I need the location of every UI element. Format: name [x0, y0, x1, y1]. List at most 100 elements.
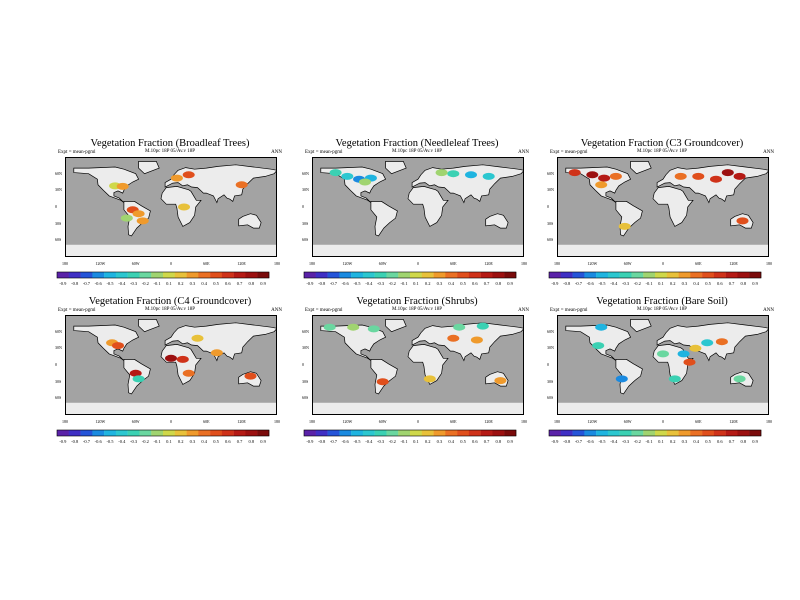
lat-tick-label: 60N	[547, 328, 554, 334]
colorbar-tick-label: -0.8	[318, 439, 326, 444]
data-patch-5	[701, 339, 714, 347]
land-1	[615, 359, 643, 395]
land-3	[164, 322, 277, 362]
data-patch-0	[592, 342, 605, 350]
data-patch-9	[170, 174, 183, 182]
panel-5: Vegetation Fraction (Shrubs) Expt = mean-…	[302, 296, 532, 466]
colorbar-tick-label: 0.7	[483, 439, 490, 444]
colorbar-box	[315, 430, 328, 436]
colorbar-tick-label: -0.2	[141, 439, 149, 444]
lon-tick-label: 180	[554, 419, 560, 424]
colorbar-box	[374, 272, 387, 278]
land-4	[407, 186, 449, 227]
colorbar-tick-label: 0.1	[413, 439, 419, 444]
land-4	[407, 344, 449, 385]
colorbar-box	[304, 272, 316, 278]
colorbar-tick-label: 0.1	[166, 281, 172, 286]
colorbar-box	[631, 430, 644, 436]
lat-tick-label: 60S	[55, 395, 62, 401]
colorbar-box	[492, 430, 505, 436]
lat-tick-label: 60S	[55, 237, 62, 243]
colorbar-box	[504, 430, 517, 436]
colorbar-tick-label: -0.8	[563, 439, 571, 444]
colorbar-box	[445, 430, 458, 436]
experiment-label: Expt = mean-pgml	[58, 308, 96, 313]
data-patch-7	[482, 172, 495, 180]
colorbar-box	[57, 430, 69, 436]
colorbar-tick-label: -0.7	[329, 281, 337, 286]
data-patch-9	[674, 172, 687, 180]
land-0	[73, 166, 140, 203]
data-patch-5	[447, 170, 460, 178]
colorbar-tick-label: -0.6	[341, 439, 349, 444]
colorbar-tick-label: 0.5	[705, 439, 711, 444]
colorbar-tick-label: -0.1	[153, 281, 161, 286]
map-plot	[312, 157, 524, 257]
lat-tick-label: 60N	[55, 170, 62, 176]
colorbar-tick-label: -0.9	[59, 439, 67, 444]
colorbar-frame	[303, 429, 517, 437]
colorbar-box	[151, 272, 164, 278]
colorbar-tick-label: -0.7	[329, 439, 337, 444]
data-patch-8	[733, 172, 746, 180]
lon-tick-label: 180	[62, 419, 68, 424]
land-5	[238, 213, 262, 229]
colorbar-box	[104, 430, 117, 436]
colorbar-tick-label: 0.3	[436, 439, 443, 444]
data-patch-1	[347, 323, 360, 331]
colorbar-labels: -0.9 -0.8 -0.7 -0.6 -0.5 -0.4 -0.3 -0.2 -0.1 0.1 0…	[302, 439, 522, 447]
colorbar-tick-label: -0.4	[365, 281, 373, 286]
colorbar-tick-label: -0.9	[59, 281, 67, 286]
colorbar-box	[115, 430, 128, 436]
colorbar-box	[257, 430, 270, 436]
data-patch-8	[733, 375, 746, 383]
season-label: ANN	[271, 308, 282, 313]
land-1	[370, 201, 398, 237]
lon-tick-label: 0	[170, 261, 172, 266]
colorbar	[56, 271, 270, 279]
colorbar-tick-label: -0.3	[376, 281, 385, 286]
lon-tick-label: 120E	[484, 419, 493, 424]
colorbar-tick-label: -0.9	[306, 439, 314, 444]
lat-tick-label: 0	[302, 204, 304, 209]
experiment-label: Expt = mean-pgml	[305, 150, 343, 155]
colorbar-tick-label: 0.2	[177, 439, 184, 444]
data-patch-7	[376, 378, 389, 386]
colorbar-tick-label: -0.2	[633, 281, 641, 286]
colorbar-tick-label: -0.3	[621, 439, 630, 444]
case-label: M.10pc 18P 05/Av.v 18P	[144, 307, 196, 312]
colorbar-tick-label: 0.4	[448, 439, 455, 444]
lon-tick-label: 60W	[131, 261, 140, 266]
colorbar-tick-label: -0.2	[141, 281, 149, 286]
colorbar-tick-label: 0.5	[460, 439, 466, 444]
lat-tick-label: 30S	[55, 378, 62, 384]
land-2	[385, 319, 407, 333]
lat-tick-label: 30S	[547, 220, 554, 226]
lon-tick-label: 60E	[695, 419, 702, 424]
colorbar-tick-label: 0.3	[436, 281, 443, 286]
data-patch-2	[598, 174, 611, 182]
colorbar-tick-label: 0.2	[424, 281, 431, 286]
colorbar-tick-label: 0.7	[236, 439, 243, 444]
colorbar-box	[362, 272, 375, 278]
lat-tick-label: 60N	[55, 328, 62, 334]
experiment-label: Expt = mean-pgml	[305, 308, 343, 313]
data-patch-5	[447, 334, 460, 342]
experiment-label: Expt = mean-pgml	[550, 308, 588, 313]
colorbar-box	[445, 272, 458, 278]
lat-tick-label: 30N	[302, 187, 309, 193]
colorbar-tick-label: -0.1	[153, 439, 161, 444]
colorbar-tick-label: -0.1	[645, 281, 653, 286]
colorbar-tick-label: 0.3	[189, 281, 196, 286]
colorbar-tick-label: -0.6	[586, 281, 594, 286]
colorbar-tick-label: -0.6	[94, 439, 102, 444]
colorbar-box	[619, 430, 632, 436]
data-patch-2	[657, 350, 669, 358]
colorbar-tick-label: -0.5	[106, 439, 114, 444]
colorbar-tick-label: 0.3	[681, 439, 688, 444]
colorbar-box	[221, 272, 234, 278]
colorbar-tick-label: 0.1	[658, 281, 664, 286]
colorbar-box	[386, 272, 399, 278]
colorbar-frame	[303, 271, 517, 279]
lat-tick-label: 30S	[302, 220, 309, 226]
